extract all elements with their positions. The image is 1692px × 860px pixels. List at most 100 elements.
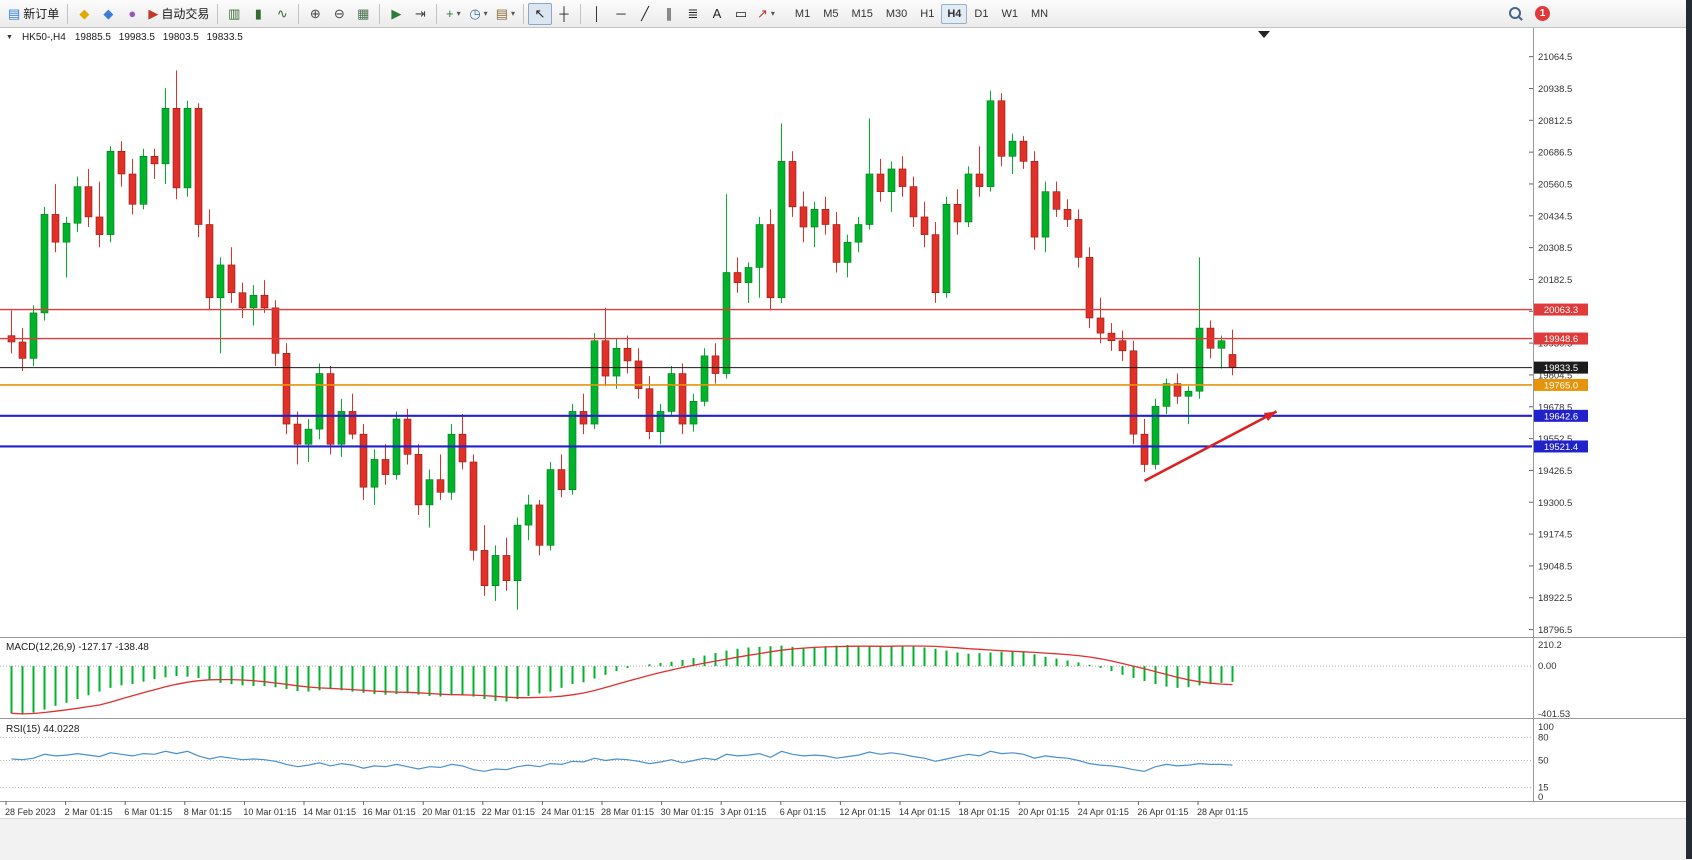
zoom-in-icon: ⊕ [309,6,321,21]
community-button[interactable]: ● [120,3,144,25]
candle-body [238,292,247,309]
vertical-line-icon: │ [592,6,602,21]
periods-icon: ◷ [469,6,481,21]
price-tick-label: 20308.5 [1538,243,1572,254]
candle-body [293,423,302,445]
timeframe-d1-button[interactable]: D1 [968,4,994,24]
zoom-in-button[interactable]: ⊕ [303,3,327,25]
chart-shift-button[interactable]: ⇥ [408,3,432,25]
price-box-label: 19642.6 [1544,411,1578,422]
zoom-out-button[interactable]: ⊖ [327,3,351,25]
macd-axis-label: 210.2 [1538,640,1562,651]
price-tick-label: 19048.5 [1538,561,1572,572]
price-tick-label: 20560.5 [1538,179,1572,190]
chart-canvas[interactable]: 21064.5 20938.5 20812.5 20686.5 20560.5 20434… [0,28,1692,859]
line-chart-icon: ∿ [276,6,288,21]
timeframe-m15-button[interactable]: M15 [845,4,878,24]
fibonacci-button[interactable]: ≣ [681,3,705,25]
channel-button[interactable]: ∥ [657,3,681,25]
search-icon[interactable] [1509,6,1523,21]
cursor-button[interactable]: ↖ [528,2,552,25]
candle-body [667,373,676,412]
candle-body [953,204,962,223]
timeframe-h1-button[interactable]: H1 [914,4,940,24]
chart-shift-marker-icon[interactable] [1258,31,1270,38]
time-tick-label: 14 Apr 01:15 [899,807,950,817]
trendline-button[interactable]: ╱ [633,3,657,25]
zoom-out-icon: ⊖ [333,6,345,21]
periods-button[interactable]: ◷ ▾ [465,3,491,25]
time-tick-label: 20 Mar 01:15 [422,807,475,817]
templates-button[interactable]: ▤ ▾ [492,3,519,25]
rsi-axis-label: 0 [1538,792,1543,803]
toolbar-buttons: ▤ 新订单 ◆ ◆ ● ▶ 自动交易 ▥ ▮ ∿ ⊕ ⊖ ▦ ▶ ⇥ + ▾ ◷ ▾ ▤ ▾ ↖ ┼ │ ─ ╱ ∥ ≣ A ▭ ↗ ▾ [4,2,779,25]
line-chart-button[interactable]: ∿ [270,3,294,25]
timeframe-mn-button[interactable]: MN [1025,4,1054,24]
fibonacci-icon: ≣ [687,6,699,21]
crosshair-button[interactable]: ┼ [552,3,576,25]
trend-arrow-annotation[interactable] [1143,410,1278,483]
timeframe-m1-button[interactable]: M1 [789,4,816,24]
arrows-button[interactable]: ↗ ▾ [753,3,779,25]
macd-signal-line [11,645,1233,715]
community-icon: ● [128,6,137,21]
time-axis[interactable]: 28 Feb 2023 2 Mar 01:15 6 Mar 01:15 8 Mar 0… [5,801,1248,817]
candle-body [1096,317,1105,334]
candlestick-chart-button[interactable]: ▮ [246,3,270,25]
timeframe-h4-button[interactable]: H4 [941,3,968,24]
autotrading-icon: ▶ [148,6,159,21]
price-axis[interactable]: 21064.5 20938.5 20812.5 20686.5 20560.5 20434… [1529,52,1572,636]
timeframe-m30-button[interactable]: M30 [880,4,913,24]
candle-body [645,388,654,432]
candle-body [161,108,170,165]
candle-body [491,555,500,587]
candle-body [480,550,489,587]
timeframe-w1-button[interactable]: W1 [995,4,1024,24]
candle-body [249,294,258,309]
time-tick-label: 6 Apr 01:15 [780,807,826,817]
candle-body [447,433,456,493]
ohlc-values: 19885.5 19983.5 19803.5 19833.5 [74,32,243,43]
toolbar-separator [379,3,381,24]
price-tick-label: 20434.5 [1538,211,1572,222]
new-order-button[interactable]: ▤ 新订单 [4,3,63,25]
timeframe-m5-button[interactable]: M5 [817,4,844,24]
candle-body [227,264,236,294]
indicators-button[interactable]: + ▾ [441,3,465,25]
price-tick-label: 18796.5 [1538,625,1572,636]
arrows-icon: ↗ [757,6,768,21]
dropdown-caret-icon: ▾ [770,9,775,18]
toolbar-separator [436,3,438,24]
vertical-line-button[interactable]: │ [585,3,609,25]
price-tick-label: 21064.5 [1538,52,1572,63]
candle-body [656,411,665,432]
auto-scroll-button[interactable]: ▶ [384,3,408,25]
horizontal-line-button[interactable]: ─ [609,3,633,25]
chart-window[interactable]: 21064.5 20938.5 20812.5 20686.5 20560.5 20434… [0,28,1692,860]
candle-body [315,373,324,430]
candle-body [106,150,115,235]
price-box-label: 19948.6 [1544,334,1578,345]
new-chart-button[interactable]: ◆ [72,3,96,25]
candles-layer [7,70,1237,610]
price-tick-label: 20812.5 [1538,116,1572,127]
one-click-trading-toggle[interactable]: ▼ [6,34,13,41]
new-chart-icon: ◆ [79,6,90,21]
price-tick-label: 20182.5 [1538,275,1572,286]
price-box-19642.6 [1534,409,1588,422]
tile-windows-icon: ▦ [357,6,370,21]
autotrading-button[interactable]: ▶ 自动交易 [144,3,213,25]
bar-chart-button[interactable]: ▥ [222,3,246,25]
notification-badge[interactable]: 1 [1535,6,1550,21]
tile-windows-button[interactable]: ▦ [351,3,375,25]
candle-body [139,156,148,205]
text-button[interactable]: A [705,3,729,25]
candle-body [1074,219,1083,258]
text-label-button[interactable]: ▭ [729,3,753,25]
panel-separators [0,28,1686,802]
profiles-button[interactable]: ◆ [96,3,120,25]
candle-body [84,186,93,218]
arrow-shaft[interactable] [1143,410,1278,483]
candle-body [810,209,819,228]
